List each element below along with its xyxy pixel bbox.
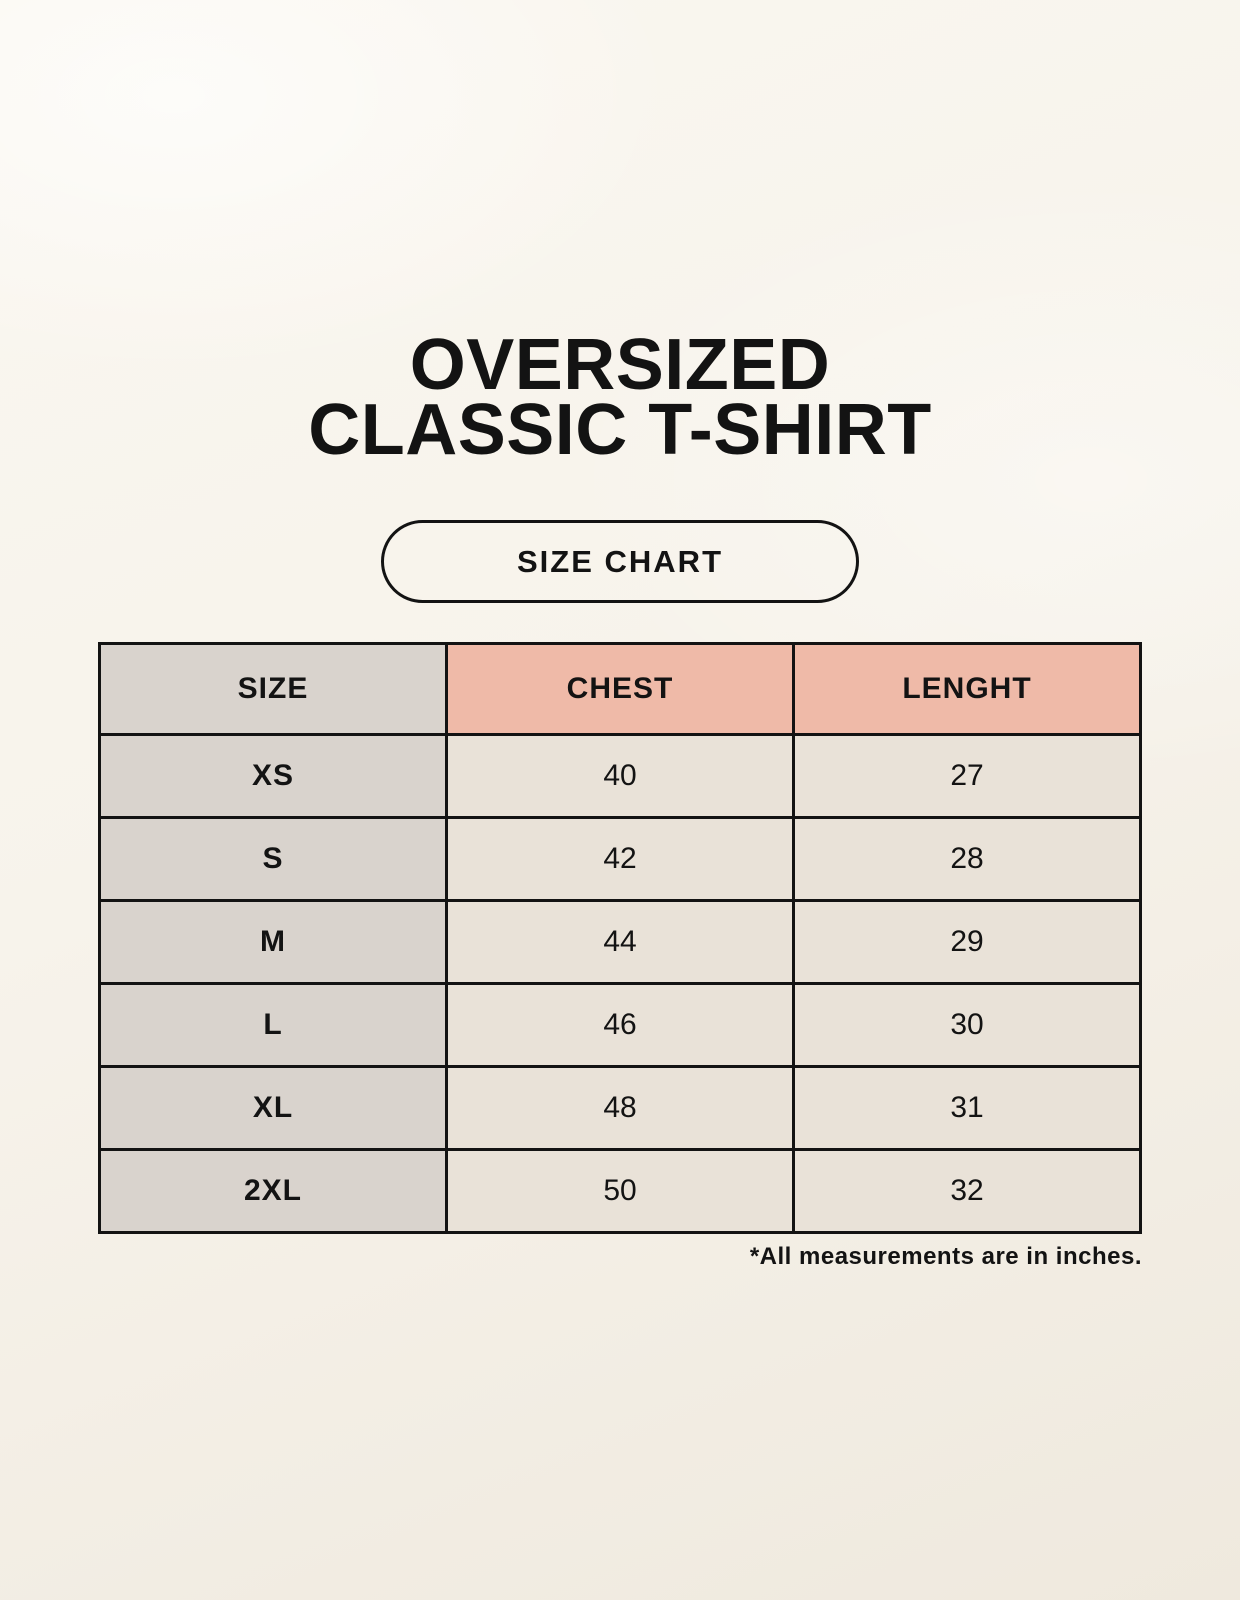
chest-value: 50 [445,1148,795,1234]
column-header-lenght: LENGHT [792,642,1142,736]
table-row-xs: XS 40 27 [98,733,1142,819]
size-label: 2XL [98,1148,448,1234]
lenght-value: 29 [792,899,1142,985]
chest-value: 46 [445,982,795,1068]
column-header-chest: CHEST [445,642,795,736]
chest-value: 48 [445,1065,795,1151]
size-label: L [98,982,448,1068]
table-row-2xl: 2XL 50 32 [98,1148,1142,1234]
size-label: XS [98,733,448,819]
lenght-value: 32 [792,1148,1142,1234]
chest-value: 40 [445,733,795,819]
size-label: M [98,899,448,985]
column-header-size: SIZE [98,642,448,736]
size-label: S [98,816,448,902]
table-row-l: L 46 30 [98,982,1142,1068]
table-row-m: M 44 29 [98,899,1142,985]
lenght-value: 28 [792,816,1142,902]
table-row-xl: XL 48 31 [98,1065,1142,1151]
page-title-line1: OVERSIZED [409,325,831,405]
lenght-value: 31 [792,1065,1142,1151]
page-title-line2: CLASSIC T-SHIRT [308,390,932,470]
chest-value: 44 [445,899,795,985]
lenght-value: 27 [792,733,1142,819]
size-table: SIZE CHEST LENGHT XS 40 27 S 42 28 M 44 … [98,642,1142,1234]
table-row-s: S 42 28 [98,816,1142,902]
chest-value: 42 [445,816,795,902]
lenght-value: 30 [792,982,1142,1068]
table-header-row: SIZE CHEST LENGHT [98,642,1142,736]
size-label: XL [98,1065,448,1151]
page-title: OVERSIZED CLASSIC T-SHIRT [0,0,1240,470]
size-chart-badge-label: SIZE CHART [517,543,723,579]
size-chart-badge[interactable]: SIZE CHART [381,520,859,603]
measurements-footnote: *All measurements are in inches. [749,1243,1142,1270]
